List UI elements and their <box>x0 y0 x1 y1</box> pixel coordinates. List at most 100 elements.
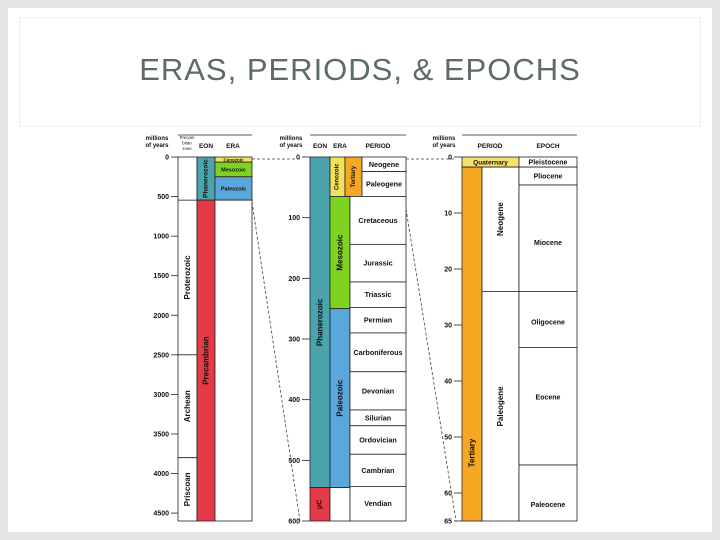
eon-tick-500: 500 <box>157 194 169 201</box>
period-header-period: PERIOD <box>366 143 391 150</box>
epoch-header-period: PERIOD <box>478 143 503 150</box>
epoch-label-oligocene: Oligocene <box>531 319 565 326</box>
period-header-of-years: of years <box>279 143 303 149</box>
period-tick-0: 0 <box>296 155 300 162</box>
eon-tick-3500: 3500 <box>153 431 169 438</box>
epoch-subperiod-label-neogene: Neogene <box>496 202 505 236</box>
zone-phanerozoic-blank <box>177 156 198 201</box>
eon-header-era: ERA <box>226 143 240 150</box>
era-label-mesozoic: Mesozoic <box>221 167 246 173</box>
period-header-eon: EON <box>313 143 327 150</box>
period-vendian <box>349 486 407 522</box>
zone-label-proterozoic: Proterozoic <box>183 255 192 300</box>
period-ordovician <box>349 425 407 455</box>
epoch-tick-60: 60 <box>444 491 452 498</box>
eon-header-of-years: of years <box>145 143 169 149</box>
epoch-label-pliocene: Pliocene <box>534 174 563 181</box>
period-sub-era-label-tertiary: Tertiary <box>351 165 357 187</box>
period-paleogene <box>361 171 407 197</box>
eon-header-millions: millions <box>146 136 169 142</box>
epoch-paleocene <box>518 464 578 522</box>
epoch-label-paleocene: Paleocene <box>531 502 566 509</box>
period-tick-400: 400 <box>288 397 300 404</box>
epoch-miocene <box>518 184 578 292</box>
period-eon-label-pc: pC <box>317 500 324 509</box>
epoch-oligocene <box>518 290 578 348</box>
epoch-tick-20: 20 <box>444 267 452 274</box>
eon-tick-2500: 2500 <box>153 352 169 359</box>
eon-label-phanerozoic: Phanerozoic <box>203 159 210 198</box>
period-label-silurian: Silurian <box>365 413 391 422</box>
epoch-header-millions: millions <box>433 136 456 142</box>
era-label-paleozoic: Paleozoic <box>221 186 246 192</box>
eon-tick-0: 0 <box>165 155 169 162</box>
slide-title: ERAS, PERIODS, & EPOCHS <box>139 52 581 87</box>
epoch-tick-40: 40 <box>444 379 452 386</box>
panel-connectors <box>251 158 457 522</box>
period-tick-100: 100 <box>288 215 300 222</box>
period-devonian <box>349 371 407 411</box>
period-label-vendian: Vendian <box>364 499 392 508</box>
epoch-tick-50: 50 <box>444 435 452 442</box>
period-header-era: ERA <box>333 143 347 150</box>
eon-header-eon: EON <box>199 143 213 150</box>
epoch-subperiod-paleogene <box>481 290 520 522</box>
period-cretaceous <box>349 196 407 245</box>
period-label-devonian: Devonian <box>362 386 394 395</box>
period-label-carboniferous: Carboniferous <box>353 348 402 357</box>
zone-label-archean: Archean <box>183 390 192 422</box>
era-precambrian-blank <box>214 199 253 522</box>
period-label-triassic: Triassic <box>365 290 392 299</box>
epoch-tick-0: 0 <box>448 155 452 162</box>
period-label-cambrian: Cambrian <box>361 466 394 475</box>
eon-tick-1500: 1500 <box>153 273 169 280</box>
epoch-tick-30: 30 <box>444 323 452 330</box>
eon-header-zone-0: Precam <box>180 135 195 140</box>
zone-label-priscoan: Priscoan <box>183 472 192 506</box>
epoch-subperiod-neogene <box>481 166 520 292</box>
period-carboniferous <box>349 332 407 373</box>
eon-tick-2000: 2000 <box>153 313 169 320</box>
connector-line-3 <box>405 208 457 522</box>
epoch-tick-10: 10 <box>444 211 452 218</box>
period-label-neogene: Neogene <box>369 160 399 169</box>
period-eon-label-phanerozoic: Phanerozoic <box>316 298 325 346</box>
period-triassic <box>349 281 407 308</box>
eon-tick-4000: 4000 <box>153 471 169 478</box>
period-label-jurassic: Jurassic <box>363 259 392 268</box>
eon-header-zone-2: zone <box>182 146 192 151</box>
period-era-label-mesozoic: Mesozoic <box>336 234 345 271</box>
period-tick-200: 200 <box>288 276 300 283</box>
epoch-period-label-quaternary: Quaternary <box>473 160 508 167</box>
epoch-label-miocene: Miocene <box>534 240 562 247</box>
period-label-cretaceous: Cretaceous <box>358 216 397 225</box>
period-header-millions: millions <box>280 136 303 142</box>
period-cambrian <box>349 453 407 487</box>
period-era-label-cenozoic: Cenozoic <box>335 163 341 190</box>
epoch-tick-65: 65 <box>444 519 452 526</box>
period-jurassic <box>349 243 407 283</box>
title-band <box>20 18 700 126</box>
period-tick-300: 300 <box>288 337 300 344</box>
period-tick-600: 600 <box>288 519 300 526</box>
epoch-header-epoch: EPOCH <box>536 143 559 150</box>
epoch-eocene <box>518 346 578 466</box>
epoch-label-eocene: Eocene <box>536 394 561 401</box>
eon-tick-1000: 1000 <box>153 234 169 241</box>
epoch-header-of-years: of years <box>432 143 456 149</box>
eon-tick-4500: 4500 <box>153 511 169 518</box>
connector-line-1 <box>251 201 301 522</box>
epoch-label-pleistocene: Pleistocene <box>529 160 568 167</box>
epoch-period-label-tertiary: Tertiary <box>468 438 477 467</box>
period-era-precambrian-blank <box>329 487 351 522</box>
eon-tick-3000: 3000 <box>153 392 169 399</box>
era-label-cenozoic: Cenozoic <box>223 158 243 163</box>
period-label-paleogene: Paleogene <box>366 179 402 188</box>
period-tick-500: 500 <box>288 458 300 465</box>
eon-label-precambrian: Precambrian <box>202 336 211 385</box>
period-label-permian: Permian <box>364 316 392 325</box>
